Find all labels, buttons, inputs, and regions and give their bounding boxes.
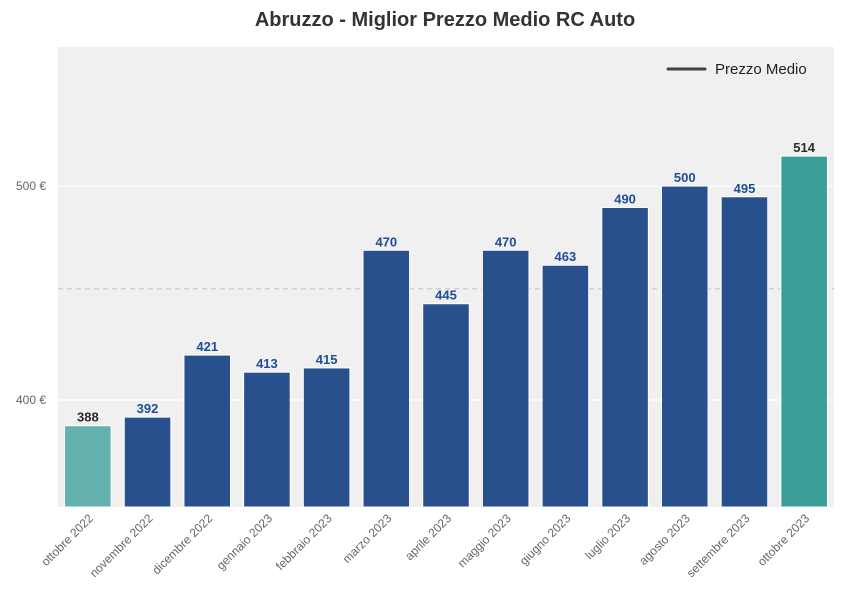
bar <box>780 155 828 508</box>
x-tick-label: febbraio 2023 <box>273 511 335 573</box>
data-labels-layer: 388 392 421 413 415 470 445 470 463 490 500 495 514 <box>77 140 816 425</box>
x-tick-label: marzo 2023 <box>340 511 395 566</box>
x-tick-label: novembre 2022 <box>87 511 156 580</box>
bar <box>123 416 172 508</box>
bars-layer <box>64 155 828 508</box>
x-tick-label: giugno 2023 <box>517 511 574 568</box>
bar-value-label: 388 <box>77 410 99 425</box>
y-axis: 400 € 500 € <box>16 179 46 407</box>
bar-value-label: 495 <box>734 181 756 196</box>
bar <box>243 371 291 508</box>
bar-value-label: 514 <box>793 140 815 155</box>
bar <box>541 264 590 508</box>
bar <box>64 425 112 508</box>
y-tick-label: 400 € <box>16 393 46 407</box>
legend: Prezzo Medio <box>666 61 807 78</box>
bar <box>601 206 649 508</box>
x-tick-label: agosto 2023 <box>636 511 693 568</box>
x-tick-label: gennaio 2023 <box>214 511 276 573</box>
chart-title: Abruzzo - Miglior Prezzo Medio RC Auto <box>255 9 635 31</box>
x-tick-label: settembre 2023 <box>684 511 753 580</box>
bar-value-label: 470 <box>495 234 517 249</box>
bar <box>720 196 769 508</box>
bar-value-label: 413 <box>256 356 278 371</box>
bar <box>422 303 470 508</box>
bar-value-label: 500 <box>674 170 696 185</box>
bar-value-label: 463 <box>555 249 577 264</box>
x-tick-label: ottobre 2022 <box>38 511 96 569</box>
x-tick-label: luglio 2023 <box>582 511 633 562</box>
x-tick-label: aprile 2023 <box>402 511 454 563</box>
x-tick-label: ottobre 2023 <box>755 511 813 569</box>
bar-value-label: 415 <box>316 352 338 367</box>
bar <box>183 354 232 508</box>
bar-value-label: 490 <box>614 191 636 206</box>
bar-value-label: 445 <box>435 288 457 303</box>
bar <box>660 185 709 508</box>
bar <box>481 249 530 508</box>
bar-value-label: 470 <box>375 234 397 249</box>
y-tick-label: 500 € <box>16 179 46 193</box>
bar-value-label: 392 <box>137 401 159 416</box>
bar <box>302 367 351 508</box>
bar-value-label: 421 <box>196 339 218 354</box>
legend-label: Prezzo Medio <box>715 61 807 78</box>
x-tick-label: dicembre 2022 <box>149 511 215 577</box>
bar <box>362 249 411 508</box>
x-tick-label: maggio 2023 <box>455 511 514 570</box>
